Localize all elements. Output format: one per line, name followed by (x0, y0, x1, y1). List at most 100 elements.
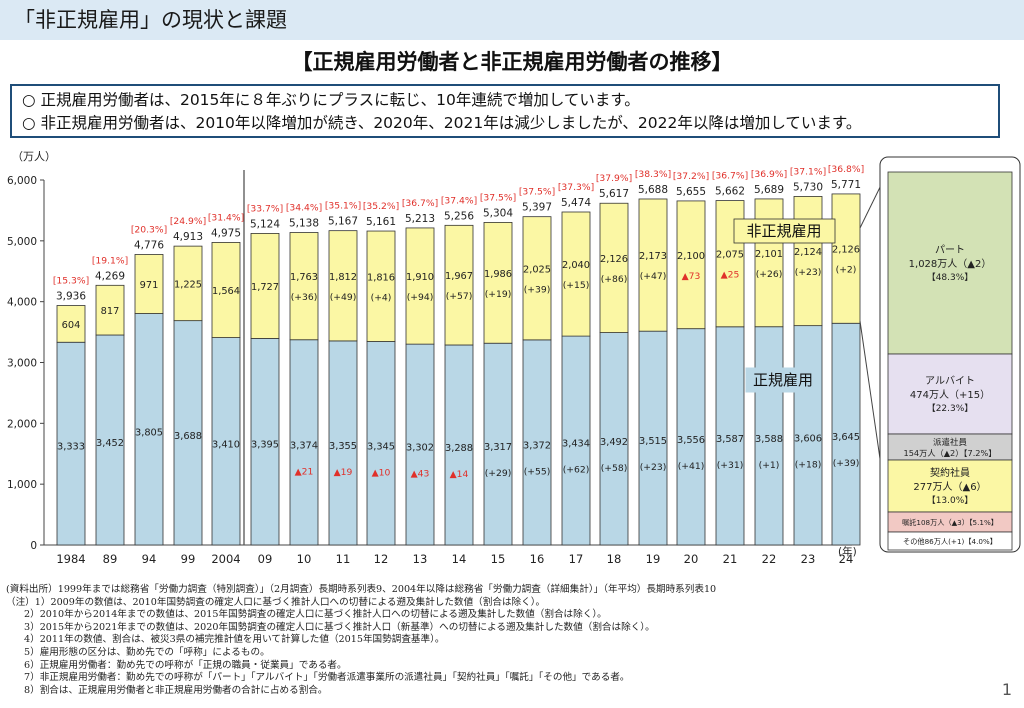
ratio-label: [15.3%] (53, 275, 89, 286)
bar-regular (289, 339, 319, 546)
total-value-label: 5,730 (793, 181, 823, 193)
regular-value-label: 3,515 (639, 436, 667, 447)
nonregular-value-label: 2,100 (677, 251, 705, 262)
bar-regular (793, 325, 823, 546)
y-tick-label: 0 (30, 540, 37, 552)
ratio-label: [24.9%] (170, 216, 206, 227)
bar-regular (328, 340, 358, 546)
total-value-label: 5,655 (676, 186, 706, 198)
regular-value-label: 3,345 (367, 441, 395, 452)
bar-regular (599, 332, 629, 546)
regular-value-label: 3,302 (406, 443, 434, 454)
bar-nonregular (483, 222, 513, 344)
total-value-label: 5,161 (366, 216, 396, 228)
regular-value-label: 3,805 (135, 427, 163, 438)
nonregular-change-label: (+39) (524, 284, 551, 295)
regular-change-label: (+41) (678, 461, 705, 472)
ratio-label: [35.2%] (363, 201, 399, 212)
bar-regular (366, 341, 396, 546)
nonregular-value-label: 2,025 (523, 264, 551, 275)
total-value-label: 3,936 (56, 290, 86, 302)
bar-nonregular (793, 196, 823, 327)
bar-nonregular (522, 216, 552, 341)
nonregular-value-label: 2,075 (716, 250, 744, 261)
ratio-label: [37.3%] (558, 182, 594, 193)
x-tick-label: 16 (530, 552, 545, 565)
regular-change-label: ▲21 (295, 466, 314, 477)
nonregular-change-label: (+57) (446, 291, 473, 302)
breakdown-arbeit-share: 【22.3%】 (927, 403, 974, 414)
note-3: 3）2015年から2021年までの数値は、2020年国勢調査の確定人口に基づく推… (24, 621, 655, 633)
x-tick-label: 20 (684, 552, 699, 565)
page-title: 「非正規雇用」の現状と課題 (14, 8, 287, 32)
regular-change-label: (+55) (524, 466, 551, 477)
regular-change-label: (+23) (640, 462, 667, 473)
regular-value-label: 3,492 (600, 437, 628, 448)
regular-value-label: 3,410 (212, 439, 240, 450)
note-2: 2）2010年から2014年までの数値は、2015年国勢調査の確定人口に基づく推… (24, 609, 607, 621)
regular-value-label: 3,606 (794, 433, 822, 444)
breakdown-shokutaku-label: 嘱託108万人（▲3）【5.1%】 (902, 518, 998, 527)
ratio-label: [31.4%] (208, 212, 244, 223)
bar-nonregular (676, 200, 706, 330)
breakdown-haken-name: 派遣社員 (933, 437, 968, 448)
nonregular-value-label: 2,126 (832, 245, 860, 256)
x-unit-label: (年) (838, 545, 857, 558)
nonregular-value-label: 2,126 (600, 254, 628, 265)
x-tick-label: 17 (569, 552, 584, 565)
breakdown-keiyaku-segment (887, 459, 1013, 513)
regular-value-label: 3,355 (329, 441, 357, 452)
ratio-label: [34.4%] (286, 202, 322, 213)
y-tick-label: 4,000 (7, 297, 37, 309)
ratio-label: [36.7%] (712, 171, 748, 182)
total-value-label: 5,474 (561, 197, 591, 209)
regular-change-label: ▲10 (372, 467, 391, 478)
ratio-label: [37.5%] (480, 192, 516, 203)
total-value-label: 5,256 (444, 210, 474, 222)
breakdown-haken-amount: 154万人（▲2）【7.2%】 (904, 448, 997, 458)
x-tick-label: 22 (762, 552, 777, 565)
x-tick-label: 12 (374, 552, 389, 565)
nonregular-change-label: (+19) (485, 289, 512, 300)
total-value-label: 5,167 (328, 216, 358, 228)
x-tick-label: 13 (413, 552, 428, 565)
total-value-label: 4,269 (95, 270, 125, 282)
total-value-label: 5,688 (638, 184, 668, 196)
nonregular-value-label: 1,225 (174, 279, 202, 290)
legend-label-regular: 正規雇用 (753, 371, 813, 389)
bar-regular (444, 344, 474, 546)
notes-section: (資料出所）1999年までは総務省「労働力調査（特別調査）」（2月調査）長期時系… (6, 584, 996, 697)
ratio-label: [36.7%] (402, 198, 438, 209)
bar-regular (250, 338, 280, 546)
regular-change-label: ▲19 (334, 467, 353, 478)
regular-value-label: 3,374 (290, 440, 318, 451)
chart-subtitle: 【正規雇用労働者と非正規雇用労働者の推移】 (291, 50, 733, 74)
nonregular-change-label: (+4) (371, 292, 392, 303)
breakdown-keiyaku-amount: 277万人（▲6） (913, 481, 986, 493)
breakdown-haken-segment (887, 433, 1013, 461)
regular-value-label: 3,333 (57, 442, 85, 453)
bar-nonregular (366, 230, 396, 342)
bar-regular (561, 335, 591, 546)
breakdown-arbeit-segment (887, 353, 1013, 435)
breakdown-part-share: 【48.3%】 (927, 272, 974, 283)
total-value-label: 5,689 (754, 184, 784, 196)
ratio-label: [19.1%] (92, 255, 128, 266)
bar-nonregular (250, 233, 280, 339)
nonregular-value-label: 1,910 (406, 272, 434, 283)
y-tick-label: 3,000 (7, 358, 37, 370)
bar-nonregular (328, 230, 358, 342)
total-value-label: 5,397 (522, 202, 552, 214)
summary-line-regular: ○ 正規雇用労働者は、2015年に８年ぶりにプラスに転じ、10年連続で増加してい… (22, 91, 640, 109)
ratio-label: [35.1%] (325, 201, 361, 212)
regular-change-label: (+58) (601, 463, 628, 474)
total-value-label: 5,662 (715, 186, 745, 198)
legend-box-regular (745, 367, 821, 393)
x-tick-label: 21 (723, 552, 738, 565)
regular-value-label: 3,587 (716, 434, 744, 445)
x-tick-label: 99 (181, 552, 196, 565)
nonregular-value-label: 604 (62, 320, 81, 331)
regular-value-label: 3,372 (523, 440, 551, 451)
x-tick-label: 18 (607, 552, 622, 565)
nonregular-value-label: 1,812 (329, 272, 357, 283)
